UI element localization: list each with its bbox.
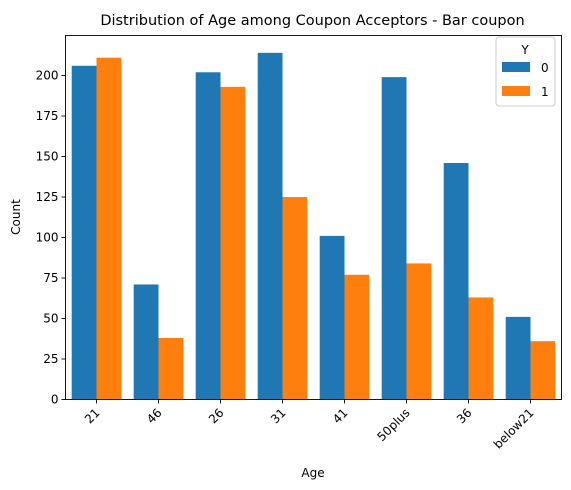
bar-41-series-1 xyxy=(344,274,370,400)
y-tick-label: 175 xyxy=(36,109,59,123)
legend-swatch-0 xyxy=(502,62,530,72)
legend: Y 0 1 xyxy=(495,36,556,107)
bar-26-series-0 xyxy=(195,72,221,400)
legend-label: 0 xyxy=(541,61,549,75)
chart-title: Distribution of Age among Coupon Accepto… xyxy=(100,13,524,29)
x-axis-label: Age xyxy=(301,466,324,480)
x-tick-label: below21 xyxy=(491,406,537,452)
y-tick-label: 50 xyxy=(43,312,58,326)
x-axis: 21 46 26 31 41 50plus 36 below21 xyxy=(82,399,537,452)
y-tick-label: 25 xyxy=(43,352,58,366)
bar-50plus-series-1 xyxy=(406,263,432,400)
bar-21-series-1 xyxy=(96,57,122,400)
legend-swatch-1 xyxy=(502,86,530,96)
y-axis: 0 25 50 75 100 125 150 175 200 xyxy=(36,69,66,407)
plot-frame xyxy=(65,35,562,400)
y-tick-label: 75 xyxy=(43,271,58,285)
plot-area xyxy=(71,52,556,400)
bar-below21-series-1 xyxy=(530,341,556,400)
y-tick-label: 200 xyxy=(36,69,59,83)
x-tick-label: 36 xyxy=(454,406,475,427)
bar-21-series-0 xyxy=(71,65,97,400)
legend-label: 1 xyxy=(541,85,549,99)
bar-36-series-1 xyxy=(468,297,494,400)
x-tick-label: 41 xyxy=(330,406,351,427)
bar-31-series-1 xyxy=(282,197,308,400)
bar-46-series-1 xyxy=(158,337,184,400)
bar-46-series-0 xyxy=(133,284,159,400)
bar-below21-series-0 xyxy=(505,316,531,400)
x-tick-label: 31 xyxy=(268,406,289,427)
y-tick-label: 125 xyxy=(36,190,59,204)
bar-26-series-1 xyxy=(220,86,246,400)
y-tick-label: 150 xyxy=(36,150,59,164)
x-tick-label: 26 xyxy=(206,406,227,427)
legend-title: Y xyxy=(520,43,529,57)
x-tick-label: 50plus xyxy=(374,406,412,444)
x-tick-label: 46 xyxy=(144,406,165,427)
x-tick-label: 21 xyxy=(82,406,103,427)
bar-50plus-series-0 xyxy=(381,77,407,400)
y-axis-label: Count xyxy=(9,199,23,235)
y-tick-label: 100 xyxy=(36,231,59,245)
bar-41-series-0 xyxy=(319,235,345,400)
bar-36-series-0 xyxy=(443,162,469,400)
bar-31-series-0 xyxy=(257,52,283,400)
y-tick-label: 0 xyxy=(51,393,59,407)
